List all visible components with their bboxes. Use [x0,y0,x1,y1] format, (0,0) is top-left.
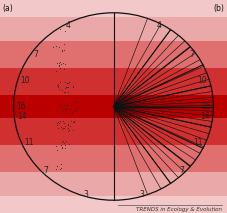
Bar [0,95,227,118]
Text: 7: 7 [179,166,184,175]
Text: 7: 7 [43,166,48,175]
Text: 4: 4 [66,21,71,30]
Text: 7: 7 [189,50,194,59]
Bar [0,196,227,213]
Bar [0,68,227,95]
Bar [0,118,227,145]
Text: (b): (b) [214,4,225,13]
Bar [0,0,227,17]
Text: 16: 16 [16,102,26,111]
Text: 4: 4 [156,21,161,30]
Text: 11: 11 [24,138,34,147]
Text: 16: 16 [201,102,211,111]
Text: 3: 3 [139,190,144,199]
Text: 10: 10 [20,76,30,85]
Bar [0,145,227,172]
Text: 10: 10 [197,76,207,85]
Bar [0,17,227,41]
Text: 11: 11 [193,138,203,147]
Text: TRENDS in Ecology & Evolution: TRENDS in Ecology & Evolution [136,207,222,212]
Bar [0,41,227,68]
Text: 7: 7 [33,50,38,59]
Bar [0,172,227,196]
Text: 3: 3 [83,190,88,199]
Text: 14: 14 [200,112,210,121]
Text: (a): (a) [2,4,13,13]
Text: 14: 14 [17,112,27,121]
